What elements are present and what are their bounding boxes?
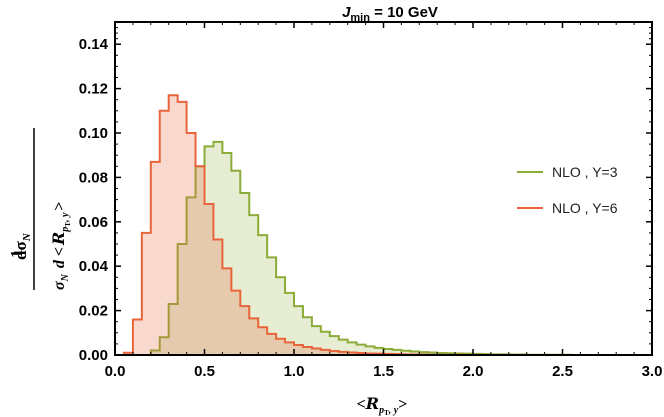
y-tick-label: 0.08 xyxy=(79,169,108,186)
x-tick-label: 2.5 xyxy=(552,363,573,380)
xlabel-close: > xyxy=(398,396,407,413)
ylabel-denominator: σNd <RpT, y > xyxy=(49,201,72,290)
ylabel-num-sub: N xyxy=(21,232,33,242)
tick-layer: 0.0 0.5 1.0 1.5 2.0 2.5 3.0 0.00 0.02 0.04 0.06 0.0… xyxy=(79,22,663,380)
ylabel-num: dσ xyxy=(11,241,30,260)
x-tick-label: 0.5 xyxy=(194,363,215,380)
ylabel-den-sigma-sub: N xyxy=(60,273,71,282)
series-area-1 xyxy=(123,141,617,355)
y-tick-label: 0.14 xyxy=(79,36,109,53)
y-tick-label: 0.00 xyxy=(79,347,108,364)
xlabel-open: < xyxy=(357,396,366,413)
x-tick-label: 0.0 xyxy=(105,363,126,380)
xlabel-subrest: , y xyxy=(388,405,399,416)
ylabel-numerator: dσN xyxy=(11,232,33,260)
legend-label-1: NLO , Y=3 xyxy=(552,164,618,180)
ylabel-den-d: d < xyxy=(51,247,68,268)
ylabel-den-subsub: T xyxy=(64,222,72,227)
series-layer xyxy=(122,94,617,356)
x-tick-label: 1.5 xyxy=(373,363,394,380)
y-axis-label: 1 dσN σNd <RpT, y> xyxy=(7,128,72,290)
x-axis-label: <RpT, y> xyxy=(357,394,408,417)
xlabel-sub: p xyxy=(378,405,384,416)
x-tick-label: 1.0 xyxy=(284,363,305,380)
x-tick-label: 3.0 xyxy=(642,363,663,380)
legend-label-2: NLO , Y=6 xyxy=(552,200,618,216)
xlabel-script: R xyxy=(365,394,379,413)
xlabel-subsub: T xyxy=(384,409,389,417)
y-tick-label: 0.10 xyxy=(79,125,108,142)
series-area-2 xyxy=(123,95,617,355)
y-tick-label: 0.06 xyxy=(79,214,108,231)
ylabel-den-subrest: , y xyxy=(60,212,71,223)
y-tick-label: 0.02 xyxy=(79,303,108,320)
ylabel-den-sigma: σ xyxy=(51,281,68,290)
ylabel-den-script: R xyxy=(49,232,68,246)
legend: NLO , Y=3 NLO , Y=6 xyxy=(517,164,618,216)
title-main: J xyxy=(342,4,351,21)
y-tick-label: 0.04 xyxy=(79,258,109,275)
ylabel-one: 1 xyxy=(7,250,26,259)
ylabel-den-close: > xyxy=(51,201,68,210)
y-tick-label: 0.12 xyxy=(79,81,108,98)
ylabel-den-sub: p xyxy=(60,227,71,233)
title-rest: = 10 GeV xyxy=(370,4,438,21)
x-tick-label: 2.0 xyxy=(463,363,484,380)
